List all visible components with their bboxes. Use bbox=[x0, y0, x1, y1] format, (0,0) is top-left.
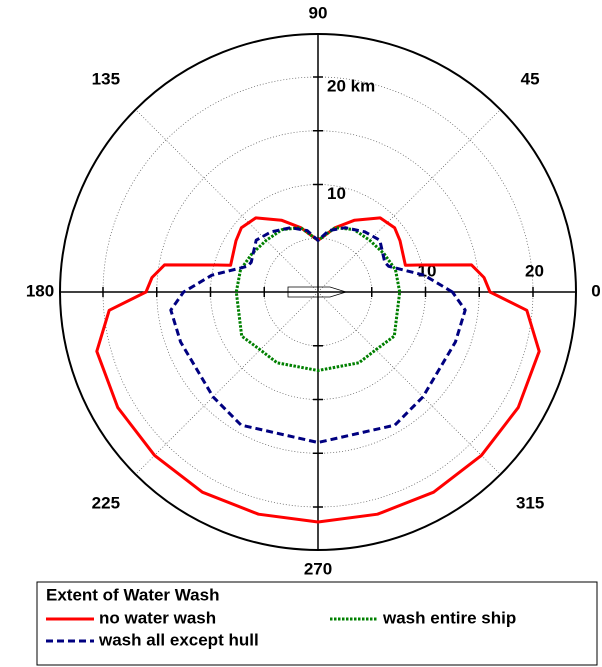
legend-box bbox=[36, 581, 598, 666]
grid-spoke bbox=[317, 291, 501, 475]
legend-label: wash all except hull bbox=[98, 630, 259, 649]
r-label: 10 bbox=[327, 184, 346, 203]
angle-label: 90 bbox=[309, 3, 328, 22]
angle-label: 0 bbox=[591, 281, 600, 300]
series-line bbox=[95, 216, 541, 524]
r-label: 20 km bbox=[327, 76, 375, 95]
grid-spoke bbox=[317, 109, 501, 293]
legend-label: no water wash bbox=[99, 608, 216, 627]
ship-outline bbox=[287, 286, 348, 298]
angle-label: 135 bbox=[92, 69, 120, 88]
grid-spoke bbox=[135, 291, 319, 475]
series-line bbox=[169, 226, 467, 444]
angle-label: 225 bbox=[92, 494, 120, 513]
angle-label: 45 bbox=[521, 69, 540, 88]
legend-label: wash entire ship bbox=[382, 608, 516, 627]
grid-spoke bbox=[135, 109, 319, 293]
angle-label: 180 bbox=[26, 281, 54, 300]
angle-label: 270 bbox=[304, 559, 332, 578]
legend-title: Extent of Water Wash bbox=[46, 585, 219, 604]
angle-label: 315 bbox=[516, 494, 544, 513]
r-label: 20 bbox=[525, 261, 544, 280]
